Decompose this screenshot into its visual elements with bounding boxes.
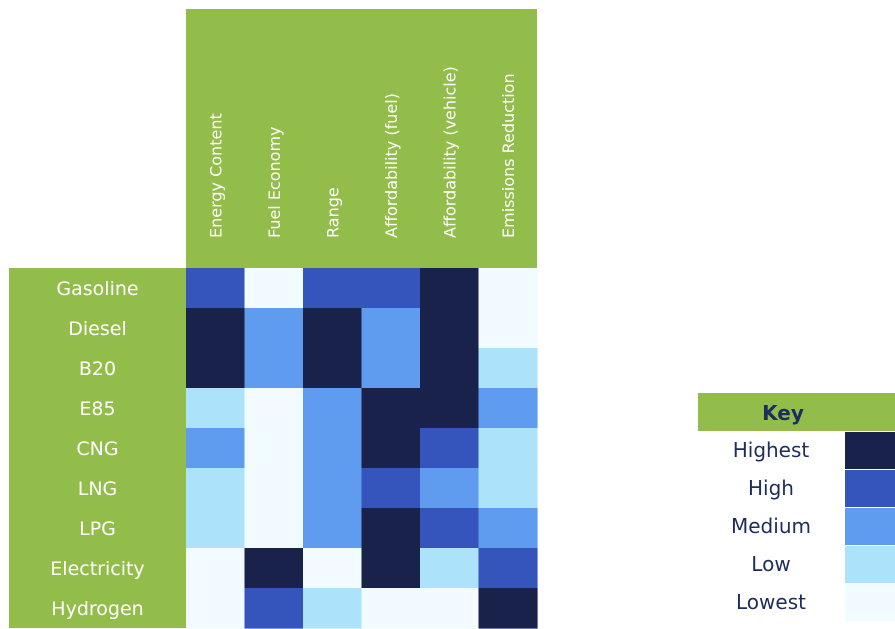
heatmap-cell [361,388,421,429]
heatmap-cell [478,588,538,629]
row-label: CNG [76,438,118,460]
heatmap-cell [420,468,480,509]
heatmap-cell [186,548,246,589]
key-level-label: Low [751,552,790,576]
heatmap-cell [244,588,304,629]
heatmap-cell [303,388,363,429]
heatmap-cell [186,308,246,349]
key-header-background [698,393,895,431]
heatmap-cell [361,428,421,469]
row-label: LNG [78,478,118,500]
heatmap-cell [478,468,538,509]
key-swatch [845,546,895,583]
heatmap-cell [478,268,538,309]
row-label: LPG [79,518,116,540]
heatmap-cell [420,508,480,549]
row-label: Electricity [50,558,144,580]
heatmap-cell [244,268,304,309]
heatmap-cell [186,508,246,549]
key-title: Key [762,401,804,425]
heatmap-cell [303,588,363,629]
heatmap-cell [478,348,538,389]
heatmap-cell [420,428,480,469]
column-header-band [186,9,537,268]
column-header-background [186,9,537,268]
heatmap-cell [420,268,480,309]
heatmap-cell [478,388,538,429]
heatmap-cell [186,428,246,469]
heatmap-cell [478,308,538,349]
row-label: Gasoline [56,278,138,300]
heatmap-cell [420,548,480,589]
column-label: Energy Content [206,113,225,238]
heatmap-cell [244,388,304,429]
heatmap-cell [361,468,421,509]
heatmap-cell [244,308,304,349]
heatmap-cell [361,548,421,589]
row-label: B20 [79,358,116,380]
key-level-label: Medium [731,514,811,538]
row-label: Diesel [68,318,126,340]
heatmap-cell [478,428,538,469]
key-swatch [845,584,895,621]
heatmap-cell [361,348,421,389]
row-header-background [9,268,186,628]
heatmap-cell [244,468,304,509]
heatmap-cell [186,388,246,429]
heatmap-cell [303,308,363,349]
heatmap-cell [186,268,246,309]
key-level-label: Lowest [736,590,806,614]
heatmap-cells [186,268,538,629]
heatmap-cell [303,468,363,509]
heatmap-cell [420,348,480,389]
key-level-label: Highest [733,438,810,462]
row-label: E85 [79,398,115,420]
column-label: Affordability (vehicle) [440,66,459,238]
heatmap-cell [361,308,421,349]
key-swatch [845,432,895,469]
heatmap-cell [244,508,304,549]
column-label: Fuel Economy [265,126,284,238]
heatmap-cell [420,308,480,349]
row-label: Hydrogen [51,598,143,620]
heatmap-cell [303,548,363,589]
heatmap-cell [244,348,304,389]
heatmap-cell [361,508,421,549]
column-label: Affordability (fuel) [382,93,401,238]
heatmap-cell [186,588,246,629]
heatmap-cell [303,348,363,389]
heatmap-cell [420,588,480,629]
heatmap-cell [361,268,421,309]
heatmap-cell [478,548,538,589]
heatmap-cell [420,388,480,429]
column-label: Emissions Reduction [499,73,518,238]
heatmap-cell [244,548,304,589]
heatmap-cell [303,268,363,309]
key-swatch [845,508,895,545]
heatmap-cell [303,428,363,469]
column-labels: Energy Content Fuel Economy Range Affordabi… [206,66,518,238]
row-header-band [9,268,186,628]
legend-key: Key Highest High Medium Low Lowest [698,393,895,621]
key-level-label: High [748,476,794,500]
row-labels: Gasoline Diesel B20 E85 CNG LNG LPG Electricity… [50,278,144,620]
heatmap-cell [244,428,304,469]
heatmap-cell [478,508,538,549]
heatmap-cell [186,468,246,509]
key-swatch [845,470,895,507]
heatmap-cell [186,348,246,389]
column-label: Range [323,187,342,238]
heatmap-cell [361,588,421,629]
heatmap-cell [303,508,363,549]
